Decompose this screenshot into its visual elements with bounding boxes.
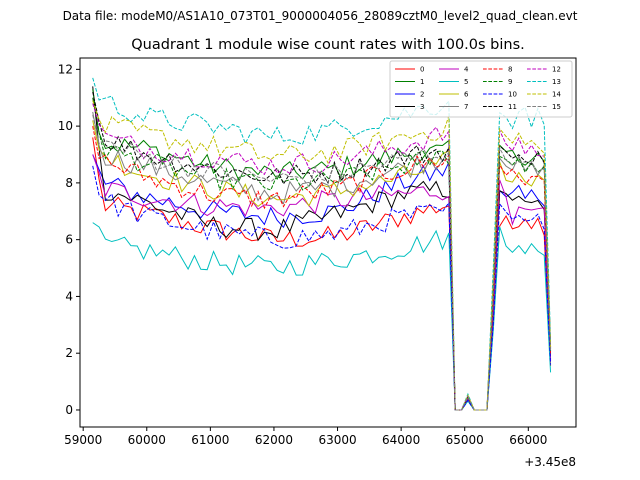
y-tick-label: 4 bbox=[65, 289, 73, 303]
legend-box bbox=[389, 60, 573, 118]
legend-label-1: 1 bbox=[420, 78, 424, 86]
series-line-15 bbox=[92, 114, 552, 411]
y-tick-label: 8 bbox=[65, 176, 73, 190]
legend-label-14: 14 bbox=[552, 91, 561, 99]
series-line-10 bbox=[92, 165, 552, 411]
x-tick-label: 63000 bbox=[318, 433, 356, 447]
axes-frame bbox=[79, 57, 577, 428]
y-tick-label: 6 bbox=[65, 233, 73, 247]
legend-label-3: 3 bbox=[420, 103, 424, 111]
legend-label-6: 6 bbox=[464, 91, 469, 99]
x-tick-label: 66000 bbox=[509, 433, 547, 447]
legend-label-15: 15 bbox=[552, 103, 561, 111]
chart-title: Quadrant 1 module wise count rates with … bbox=[131, 37, 525, 53]
legend-label-13: 13 bbox=[552, 78, 561, 86]
legend-label-7: 7 bbox=[464, 103, 468, 111]
legend-label-9: 9 bbox=[508, 78, 512, 86]
y-tick-label: 2 bbox=[65, 346, 73, 360]
series-line-3 bbox=[92, 86, 552, 411]
legend-label-11: 11 bbox=[508, 103, 517, 111]
series-line-14 bbox=[92, 100, 552, 411]
y-tick-label: 10 bbox=[58, 119, 73, 133]
legend-label-0: 0 bbox=[420, 66, 424, 74]
x-tick-label: 64000 bbox=[382, 433, 420, 447]
series-line-9 bbox=[92, 89, 552, 411]
legend-label-5: 5 bbox=[464, 78, 468, 86]
plot-area bbox=[79, 57, 577, 428]
x-tick-label: 59000 bbox=[64, 433, 102, 447]
x-tick-label: 62000 bbox=[255, 433, 293, 447]
legend-label-2: 2 bbox=[420, 91, 424, 99]
y-axis: 0 2 4 6 8 10 12 bbox=[58, 62, 80, 417]
legend-label-12: 12 bbox=[552, 66, 561, 74]
x-tick-label: 60000 bbox=[128, 433, 166, 447]
series-line-5 bbox=[92, 222, 552, 411]
series-line-13 bbox=[92, 77, 552, 411]
legend-label-10: 10 bbox=[508, 91, 517, 99]
series-line-4 bbox=[92, 154, 552, 411]
series-line-8 bbox=[92, 126, 552, 411]
x-tick-label: 61000 bbox=[191, 433, 229, 447]
y-tick-label: 12 bbox=[58, 62, 73, 76]
series-line-12 bbox=[92, 103, 552, 411]
x-axis: 59000 60000 61000 62000 63000 64000 65000 66000 bbox=[64, 427, 547, 447]
legend-label-4: 4 bbox=[464, 66, 469, 74]
x-offset-label: +3.45e8 bbox=[524, 455, 576, 469]
suptitle: Data file: modeM0/AS1A10_073T01_90000040… bbox=[63, 9, 578, 23]
series-line-2 bbox=[92, 154, 552, 411]
x-tick-label: 65000 bbox=[446, 433, 484, 447]
series-group bbox=[92, 77, 552, 411]
y-tick-label: 0 bbox=[65, 403, 73, 417]
legend-label-8: 8 bbox=[508, 66, 512, 74]
series-line-0 bbox=[92, 137, 552, 411]
